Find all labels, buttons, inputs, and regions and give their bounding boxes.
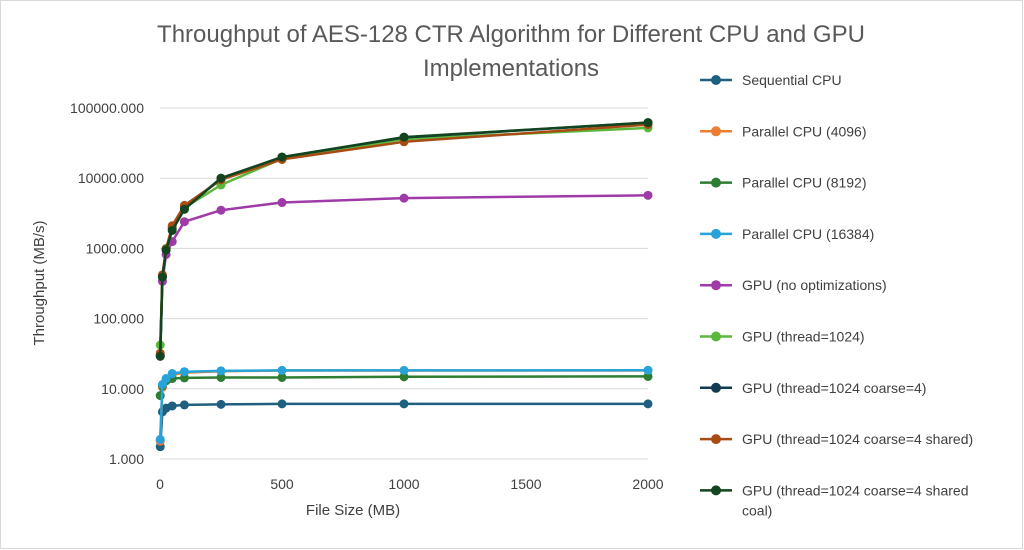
- data-point: [277, 399, 287, 409]
- data-point: [643, 190, 653, 200]
- legend-swatch-marker: [711, 280, 721, 291]
- data-series: [155, 118, 653, 452]
- legend: Sequential CPU Parallel CPU (4096) Paralle…: [700, 72, 973, 518]
- series-line: [158, 126, 649, 346]
- data-point: [167, 225, 177, 235]
- x-tick-label: 500: [270, 476, 294, 492]
- data-point: [216, 205, 226, 215]
- legend-item: GPU (thread=1024 coarse=4 shared coal): [700, 482, 968, 518]
- data-point: [179, 217, 189, 227]
- data-point: [179, 400, 189, 410]
- legend-label: coal): [742, 502, 772, 518]
- legend-label: GPU (thread=1024 coarse=4): [742, 380, 926, 396]
- legend-item: GPU (thread=1024): [700, 329, 865, 345]
- data-point: [399, 365, 409, 375]
- y-tick-label: 100000.000: [70, 100, 144, 116]
- data-point: [643, 399, 653, 409]
- chart-title-line-1: Throughput of AES-128 CTR Algorithm for …: [157, 21, 865, 48]
- x-tick-label: 0: [156, 476, 164, 492]
- y-tick-label: 10000.000: [78, 170, 144, 186]
- series-line: [158, 402, 648, 447]
- series: [155, 120, 653, 358]
- data-point: [399, 399, 409, 409]
- legend-label: GPU (thread=1024 coarse=4 shared: [742, 482, 968, 498]
- series: [155, 371, 653, 401]
- legend-item: Parallel CPU (4096): [700, 123, 867, 139]
- data-point: [161, 245, 171, 255]
- series-line: [158, 121, 649, 357]
- data-point: [179, 367, 189, 377]
- legend-swatch-marker: [711, 382, 721, 393]
- y-axis-title: Throughput (MB/s): [31, 220, 48, 345]
- x-axis-title: File Size (MB): [306, 502, 400, 519]
- data-point: [643, 118, 653, 128]
- y-tick-label: 10.000: [101, 381, 144, 397]
- x-tick-label: 1500: [510, 476, 541, 492]
- data-point: [643, 365, 653, 375]
- legend-item: Parallel CPU (8192): [700, 175, 867, 191]
- legend-swatch-marker: [711, 485, 721, 496]
- y-tick-label: 1.000: [109, 451, 144, 467]
- legend-label: GPU (thread=1024): [742, 329, 865, 345]
- x-tick-labels: 0 500 1000 1500 2000: [156, 476, 664, 492]
- legend-label: Parallel CPU (16384): [742, 226, 874, 242]
- series-line: [158, 121, 649, 356]
- data-point: [167, 369, 177, 379]
- legend-swatch-marker: [711, 177, 721, 188]
- data-point: [179, 204, 189, 214]
- legend-swatch-marker: [711, 331, 721, 342]
- legend-item: GPU (thread=1024 coarse=4): [700, 380, 926, 396]
- legend-item: GPU (thread=1024 coarse=4 shared): [700, 431, 973, 447]
- legend-swatch-marker: [711, 434, 721, 445]
- legend-label: GPU (thread=1024 coarse=4 shared): [742, 431, 973, 447]
- data-point: [155, 434, 165, 444]
- legend-swatch-marker: [711, 75, 721, 85]
- legend-item: GPU (no optimizations): [700, 277, 887, 293]
- data-point: [399, 193, 409, 203]
- series: [155, 190, 653, 360]
- data-point: [155, 391, 165, 401]
- legend-label: GPU (no optimizations): [742, 277, 887, 293]
- data-point: [167, 401, 177, 411]
- data-point: [216, 399, 226, 409]
- chart-title: Throughput of AES-128 CTR Algorithm for …: [157, 21, 865, 82]
- data-point: [277, 198, 287, 208]
- chart-title-line-2: Implementations: [423, 55, 599, 82]
- legend-label: Parallel CPU (4096): [742, 123, 867, 139]
- data-point: [277, 365, 287, 375]
- y-tick-label: 1000.000: [86, 240, 145, 256]
- data-point: [216, 372, 226, 382]
- legend-item: Parallel CPU (16384): [700, 226, 874, 242]
- y-gridlines: [160, 107, 648, 390]
- data-point: [216, 366, 226, 376]
- series: [155, 118, 653, 360]
- data-point: [161, 374, 171, 384]
- x-tick-label: 1000: [388, 476, 419, 492]
- data-point: [277, 372, 287, 382]
- data-point: [277, 152, 287, 162]
- series: [155, 399, 653, 452]
- legend-label: Sequential CPU: [742, 72, 842, 88]
- data-point: [399, 372, 409, 382]
- legend-item: Sequential CPU: [700, 72, 842, 88]
- data-point: [643, 371, 653, 381]
- series-line: [158, 194, 649, 356]
- data-point: [216, 173, 226, 183]
- legend-swatch-marker: [711, 126, 721, 137]
- series: [155, 123, 653, 350]
- y-tick-labels: 1.000 10.000 100.000 1000.000 10000.000 10000…: [70, 100, 144, 467]
- series: [155, 365, 653, 444]
- y-tick-label: 100.000: [93, 311, 144, 327]
- series: [155, 118, 653, 361]
- data-point: [155, 351, 165, 361]
- legend-swatch-marker: [711, 228, 721, 239]
- legend-label: Parallel CPU (8192): [742, 175, 867, 191]
- x-tick-label: 2000: [632, 476, 663, 492]
- data-point: [157, 272, 167, 282]
- data-point: [179, 373, 189, 383]
- data-point: [399, 132, 409, 142]
